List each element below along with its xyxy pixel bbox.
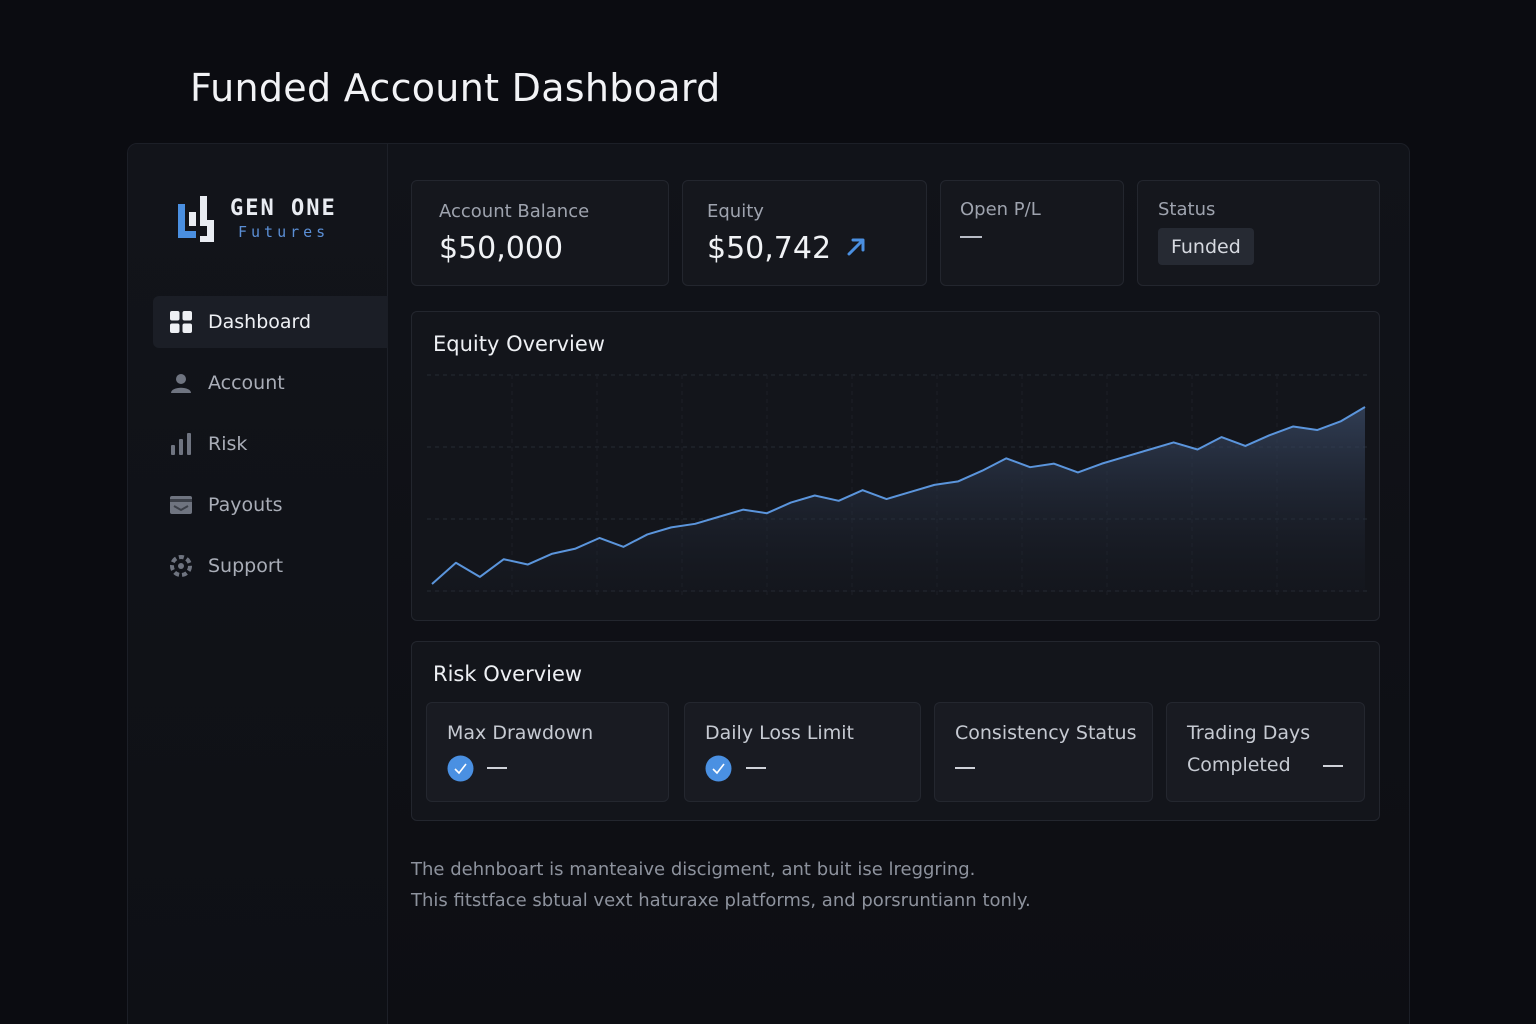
sidebar-item-label: Risk — [208, 433, 248, 455]
risk-value-dash — [746, 767, 766, 769]
wallet-icon — [170, 494, 192, 516]
stat-card-equity: Equity $50,742 — [682, 180, 927, 286]
stat-label: Equity — [707, 201, 764, 222]
sidebar-item-label: Dashboard — [208, 311, 312, 333]
logo-mark-icon — [178, 196, 214, 242]
stat-card-balance: Account Balance $50,000 — [411, 180, 669, 286]
risk-value-dash — [487, 767, 507, 769]
stat-value-row: $50,742 — [707, 231, 867, 266]
stat-card-status: Status Funded — [1137, 180, 1380, 286]
sidebar-item-label: Account — [208, 372, 285, 394]
sidebar-item-payouts[interactable]: Payouts — [153, 479, 388, 531]
risk-label: Daily Loss Limit — [705, 722, 854, 744]
equity-area — [432, 407, 1365, 592]
risk-card-consistency-status: Consistency Status — [934, 702, 1153, 802]
stat-label: Account Balance — [439, 201, 590, 222]
risk-label: Consistency Status — [955, 722, 1137, 744]
check-circle-icon — [705, 755, 732, 782]
risk-value-dash — [1323, 765, 1343, 767]
section-title: Equity Overview — [433, 332, 605, 356]
section-title: Risk Overview — [433, 662, 583, 686]
arrow-up-right-icon — [845, 231, 867, 266]
status-badge: Funded — [1158, 228, 1254, 265]
sidebar-item-dashboard[interactable]: Dashboard — [153, 296, 388, 348]
stat-card-open-pl: Open P/L — [940, 180, 1124, 286]
equity-overview-card: Equity Overview — [411, 311, 1380, 621]
stat-label: Open P/L — [960, 199, 1041, 220]
app-frame: GEN ONE Futures Dashboard Account — [127, 143, 1410, 1024]
footer-line: The dehnboart is manteaive discigment, a… — [411, 859, 976, 880]
bar-chart-icon — [170, 433, 192, 455]
footer-line: This fitstface sbtual vext haturaxe plat… — [411, 890, 1031, 911]
risk-value-dash — [955, 767, 975, 769]
brand-logo[interactable]: GEN ONE Futures — [176, 190, 337, 246]
check-circle-icon — [447, 755, 474, 782]
sidebar-item-label: Payouts — [208, 494, 283, 516]
page-title: Funded Account Dashboard — [190, 66, 721, 110]
sidebar-item-support[interactable]: Support — [153, 540, 388, 592]
sidebar: GEN ONE Futures Dashboard Account — [128, 144, 388, 1024]
open-pl-value — [960, 236, 982, 238]
sidebar-item-risk[interactable]: Risk — [153, 418, 388, 470]
brand-name: GEN ONE — [230, 195, 337, 221]
equity-chart — [427, 374, 1367, 597]
sidebar-item-label: Support — [208, 555, 284, 577]
main-content: Account Balance $50,000 Equity $50,742 O… — [411, 144, 1409, 1024]
equity-line — [431, 406, 1366, 585]
sidebar-item-account[interactable]: Account — [153, 357, 388, 409]
user-icon — [170, 372, 192, 394]
risk-label: Max Drawdown — [447, 722, 594, 744]
risk-card-max-drawdown: Max Drawdown — [426, 702, 669, 802]
risk-card-trading-days: Trading Days Completed — [1166, 702, 1365, 802]
stat-value: $50,000 — [439, 231, 564, 266]
footer-note: The dehnboart is manteaive discigment, a… — [411, 854, 1031, 916]
stat-label: Status — [1158, 199, 1216, 220]
sidebar-nav: Dashboard Account Risk Payouts — [153, 296, 388, 601]
stat-value: $50,742 — [707, 231, 832, 266]
grid-icon — [170, 311, 192, 333]
risk-card-daily-loss-limit: Daily Loss Limit — [684, 702, 921, 802]
lifebuoy-icon — [170, 555, 192, 577]
risk-label: Trading Days Completed — [1187, 722, 1311, 776]
risk-overview-card: Risk Overview Max Drawdown Daily Loss Li… — [411, 641, 1380, 821]
brand-subtitle: Futures — [238, 222, 330, 241]
